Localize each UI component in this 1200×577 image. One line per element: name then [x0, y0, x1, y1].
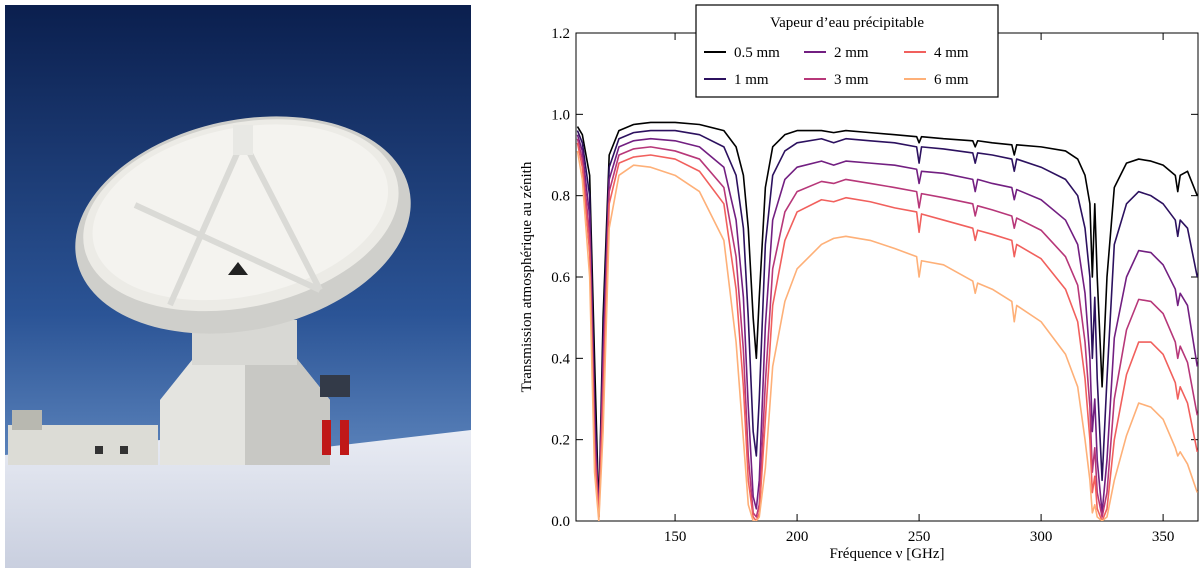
legend-label: 1 mm: [734, 72, 769, 88]
y-tick-label: 0.6: [551, 270, 570, 286]
x-tick-label: 350: [1152, 529, 1175, 545]
y-tick-label: 0.4: [551, 351, 570, 367]
series-line: [576, 129, 1198, 518]
legend-label: 0.5 mm: [734, 45, 780, 61]
legend-box: [695, 4, 999, 98]
x-tick-label: 300: [1030, 529, 1053, 545]
x-tick-label: 250: [908, 529, 931, 545]
x-axis-label: Fréquence ν [GHz]: [829, 546, 944, 562]
legend-label: 2 mm: [834, 45, 869, 61]
y-tick-label: 0.0: [551, 514, 570, 530]
x-tick-label: 150: [664, 529, 687, 545]
legend: Vapeur d’eau précipitable 0.5 mm 1 mm 2 mm 3…: [695, 4, 999, 98]
x-tick-label: 200: [786, 529, 809, 545]
y-tick-label: 1.2: [551, 26, 570, 42]
series-line: [576, 150, 1198, 521]
y-tick-label: 1.0: [551, 107, 570, 123]
series-line: [576, 121, 1198, 514]
legend-label: 4 mm: [934, 45, 969, 61]
series-line: [576, 138, 1198, 518]
plot-area: [576, 121, 1198, 521]
series-line: [576, 134, 1198, 518]
legend-label: 6 mm: [934, 72, 969, 88]
y-tick-label: 0.8: [551, 189, 570, 205]
y-axis-label: Transmission atmosphérique au zénith: [519, 161, 535, 392]
legend-title: Vapeur d’eau précipitable: [770, 15, 924, 31]
plot-frame: [575, 32, 1199, 522]
y-tick-label: 0.2: [551, 433, 570, 449]
series-line: [576, 142, 1198, 521]
chart: Fréquence ν [GHz] Transmission atmosphér…: [519, 4, 1199, 562]
legend-label: 3 mm: [834, 72, 869, 88]
telescope-photo: [5, 5, 471, 568]
